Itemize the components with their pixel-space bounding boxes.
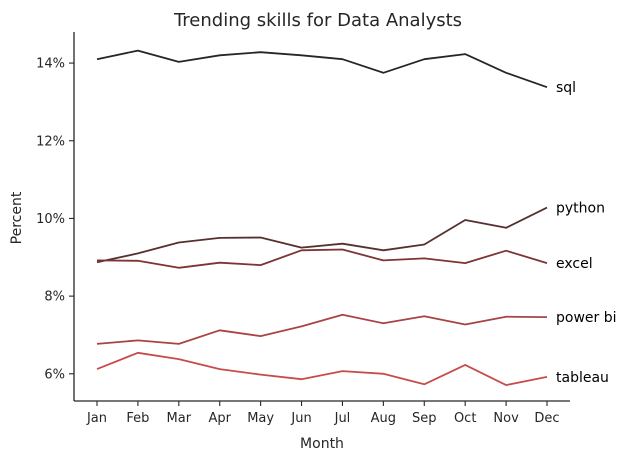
y-tick-label: 8% [44, 290, 65, 305]
x-tick-label: May [247, 411, 274, 426]
x-tick-label: Oct [454, 411, 476, 426]
series-line-power-bi [96, 313, 548, 345]
x-tick-label: Mar [167, 411, 192, 426]
y-tick-label: 10% [36, 212, 65, 227]
x-axis: Jan Feb Mar Apr May Jun Jul Aug Sep Oct Nov Dec [74, 400, 570, 426]
series-line-excel [96, 248, 548, 269]
y-tick-label: 14% [36, 57, 65, 72]
chart-title: Trending skills for Data Analysts [173, 10, 462, 31]
x-tick-label: Jun [290, 411, 311, 426]
x-tick-label: Feb [126, 411, 149, 426]
x-tick-label: Jan [86, 411, 107, 426]
x-axis-label: Month [300, 436, 344, 452]
series-label-sql: sql [556, 80, 576, 96]
series-line-tableau [96, 351, 548, 387]
x-tick-label: Sep [412, 411, 437, 426]
plot-area: sql python excel power bi tableau [96, 49, 617, 387]
y-axis-label: Percent [9, 191, 25, 244]
x-tick-label: Jul [334, 411, 351, 426]
x-tick-label: Dec [534, 411, 559, 426]
series-line-python [96, 206, 548, 264]
y-tick-label: 12% [36, 134, 65, 149]
series-label-tableau: tableau [556, 370, 609, 386]
x-tick-label: Apr [208, 411, 231, 426]
y-tick-label: 6% [44, 367, 65, 382]
y-axis: 6% 8% 10% 12% 14% [36, 32, 75, 401]
x-tick-label: Nov [493, 411, 519, 426]
series-label-python: python [556, 201, 605, 217]
series-label-power-bi: power bi [556, 310, 617, 326]
series-label-excel: excel [556, 256, 593, 272]
x-tick-label: Aug [371, 411, 396, 426]
series-line-sql [96, 49, 548, 89]
